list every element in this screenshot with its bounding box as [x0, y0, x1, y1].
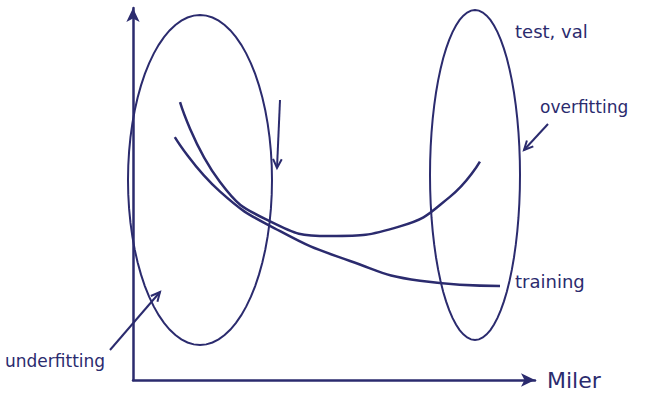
svg-text:Miler: Miler [547, 368, 602, 393]
svg-text:underfitting: underfitting [5, 351, 105, 371]
svg-text:test, val: test, val [515, 21, 588, 42]
svg-text:overfitting: overfitting [540, 97, 628, 117]
svg-text:training: training [515, 271, 585, 292]
